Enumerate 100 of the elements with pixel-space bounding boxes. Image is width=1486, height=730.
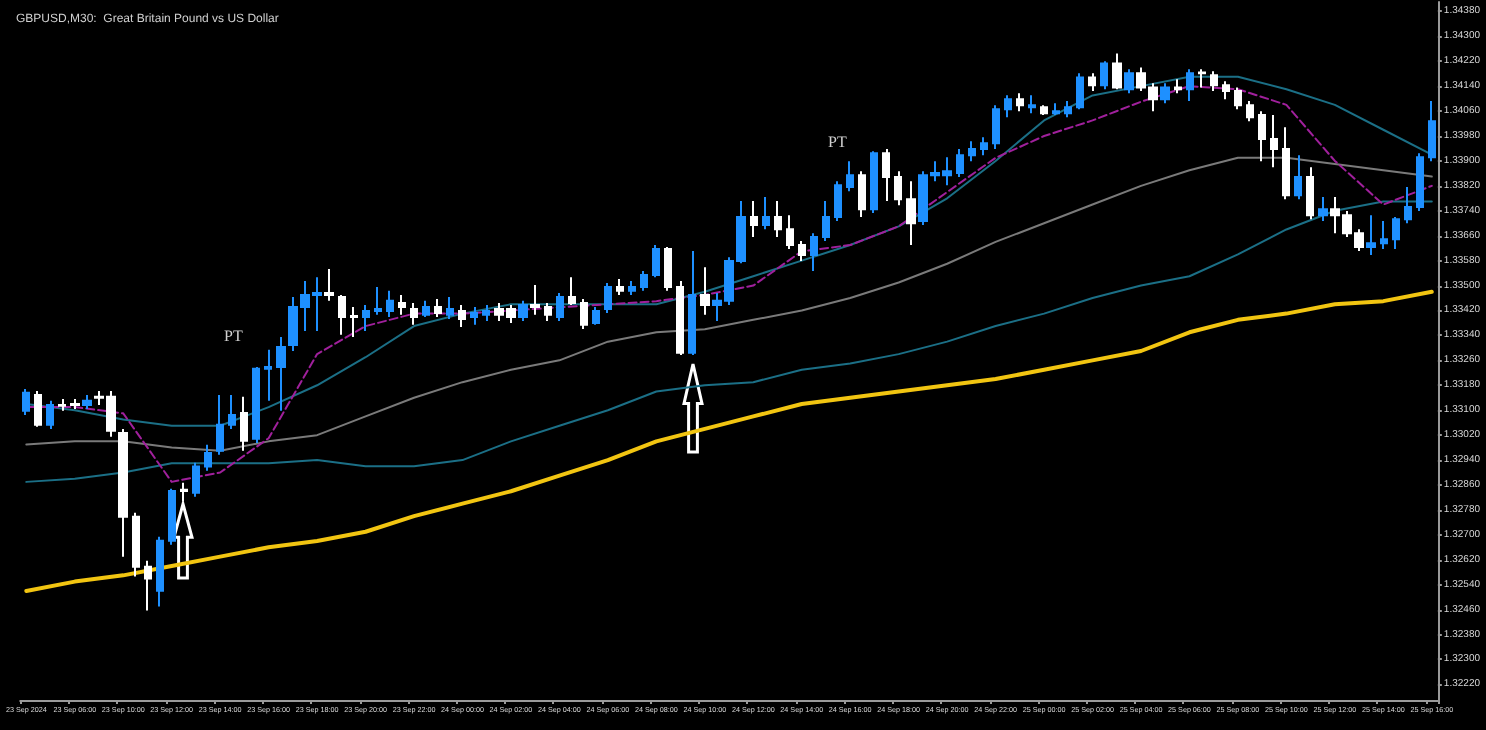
candlestick — [1306, 166, 1314, 221]
candlestick — [894, 170, 902, 207]
candlestick — [1004, 94, 1012, 119]
candlestick — [118, 427, 128, 558]
candlestick — [338, 293, 346, 336]
candlestick — [458, 303, 466, 329]
candlestick — [1222, 80, 1230, 101]
candlestick — [1234, 86, 1242, 111]
candlestick — [544, 302, 552, 323]
candlestick — [1186, 68, 1194, 103]
candlestick — [1174, 78, 1182, 95]
candlestick — [386, 289, 394, 319]
candlestick — [324, 268, 334, 302]
candlestick — [1210, 70, 1218, 93]
candlestick — [34, 389, 42, 428]
candlestick — [700, 266, 710, 316]
candlestick — [156, 535, 164, 608]
candlestick — [1380, 220, 1388, 251]
candlestick — [1100, 60, 1108, 91]
annotation: PT — [828, 133, 847, 151]
candlestick — [1040, 104, 1048, 117]
candlestick — [434, 297, 442, 319]
candlestick — [580, 297, 588, 330]
candlestick — [1112, 52, 1122, 91]
candlestick — [1124, 68, 1134, 95]
line-series — [25, 156, 1433, 452]
candlestick — [1246, 100, 1254, 123]
candlestick — [1028, 94, 1036, 115]
line-series — [25, 75, 1433, 427]
candlestick — [1392, 216, 1400, 251]
candlestick — [604, 282, 612, 314]
candlestick — [956, 148, 964, 179]
candlestick — [82, 393, 92, 410]
candlestick — [132, 511, 140, 578]
candlestick — [58, 397, 66, 412]
candlestick — [980, 136, 988, 157]
candlestick — [616, 278, 624, 296]
candlestick — [204, 443, 212, 472]
candlestick — [530, 283, 540, 316]
candlestick — [676, 279, 684, 357]
candlestick — [422, 299, 430, 319]
candlestick — [1366, 214, 1376, 257]
candlestick — [568, 276, 576, 306]
candlestick — [1064, 100, 1072, 119]
candlestick — [1428, 100, 1436, 163]
candlestick — [228, 393, 236, 430]
candlestick — [968, 140, 976, 163]
candlestick — [858, 170, 866, 219]
candlestick — [1198, 68, 1206, 89]
candlestick — [22, 388, 30, 416]
candlestick — [1016, 92, 1024, 113]
candlestick — [168, 487, 176, 546]
line-series — [25, 85, 1433, 483]
candlestick — [822, 200, 830, 242]
candlestick — [1270, 114, 1278, 169]
candlestick — [1318, 196, 1328, 223]
candlestick — [252, 365, 260, 444]
candlestick — [446, 296, 454, 320]
candlestick — [906, 180, 916, 247]
candlestick — [786, 214, 794, 251]
candlestick — [1088, 72, 1096, 93]
annotation: PT — [224, 327, 243, 345]
candlestick — [350, 306, 358, 338]
candlestick — [774, 200, 782, 238]
candlestick — [1258, 110, 1266, 163]
candlestick — [46, 399, 54, 430]
candlestick — [410, 302, 418, 326]
candlestick — [1282, 126, 1290, 201]
candlestick — [276, 335, 286, 412]
candlestick — [144, 559, 152, 612]
candlestick — [688, 249, 696, 357]
candlestick — [362, 303, 370, 333]
candlestick — [870, 150, 878, 214]
candlestick — [628, 279, 636, 296]
candlestick — [192, 461, 200, 498]
candlestick — [762, 196, 770, 231]
candlestick — [798, 240, 806, 262]
candlestick — [640, 269, 648, 292]
candlestick — [240, 395, 248, 452]
candlestick — [1052, 102, 1060, 117]
candlestick — [992, 104, 1000, 151]
candlestick — [1160, 82, 1170, 105]
candlestick — [470, 306, 478, 326]
candlestick — [652, 244, 660, 279]
candlestick — [834, 180, 842, 223]
candlestick — [1416, 152, 1424, 213]
candlestick — [1294, 154, 1302, 201]
line-series — [25, 200, 1433, 483]
candlestick — [664, 245, 672, 292]
candlestick — [556, 292, 564, 323]
candlestick — [810, 232, 818, 272]
candlestick — [398, 293, 406, 316]
candlestick — [882, 148, 890, 203]
candlestick — [518, 299, 528, 323]
candlestick — [846, 160, 854, 193]
candlestick — [482, 303, 490, 323]
candlestick — [374, 286, 382, 316]
candlestick — [216, 393, 224, 456]
candlestick — [180, 481, 188, 502]
candlestick — [592, 306, 600, 326]
